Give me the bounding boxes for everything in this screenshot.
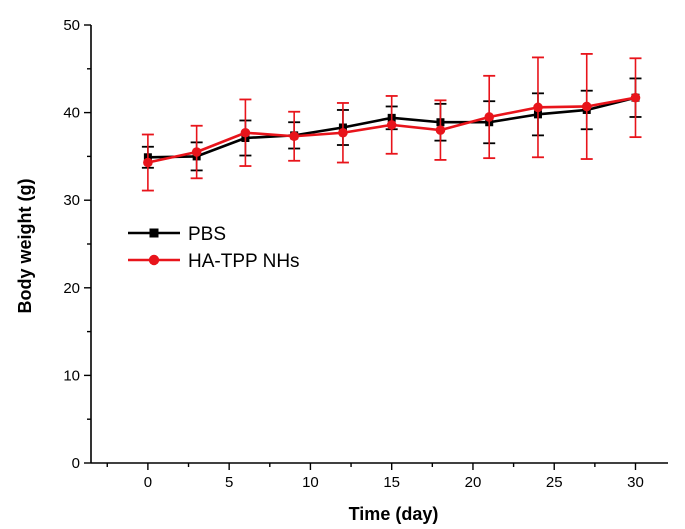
legend-label: HA-TPP NHs — [188, 251, 300, 272]
legend-marker — [148, 254, 160, 266]
legend-label: PBS — [188, 224, 226, 245]
data-point — [143, 157, 153, 168]
x-axis-title: Time (day) — [349, 504, 439, 524]
series-layer — [141, 53, 642, 192]
legend-item: PBS — [128, 224, 226, 245]
y-tick-label: 20 — [63, 280, 80, 297]
x-tick-label: 25 — [546, 474, 563, 491]
data-point — [191, 147, 202, 157]
data-point — [630, 92, 641, 103]
y-tick-label: 10 — [63, 367, 80, 384]
data-point — [435, 125, 446, 135]
data-point — [338, 127, 348, 138]
y-axis-title: Body weight (g) — [15, 179, 35, 314]
x-tick-label: 15 — [383, 474, 400, 491]
y-tick-label: 40 — [63, 105, 80, 122]
y-tick-label: 30 — [63, 192, 80, 209]
series-ha-tpp-nhs — [141, 53, 642, 192]
data-point — [581, 101, 592, 112]
x-tick-label: 5 — [225, 474, 233, 491]
legend-item: HA-TPP NHs — [128, 251, 300, 272]
x-tick-label: 0 — [144, 474, 152, 491]
data-point — [240, 127, 251, 138]
x-tick-label: 10 — [302, 474, 319, 491]
y-tick-label: 0 — [72, 455, 80, 472]
y-tick-label: 50 — [63, 17, 80, 34]
data-point — [484, 112, 495, 122]
data-point — [533, 102, 543, 113]
legend-marker — [149, 228, 159, 238]
x-tick-label: 30 — [627, 474, 644, 491]
x-tick-label: 20 — [465, 474, 482, 491]
axes: 0 10 20 30 40 50 0 5 10 15 20 25 30 — [63, 17, 668, 491]
data-point — [289, 131, 299, 142]
legend: PBS HA-TPP NHs — [128, 224, 300, 272]
data-point — [386, 120, 397, 130]
